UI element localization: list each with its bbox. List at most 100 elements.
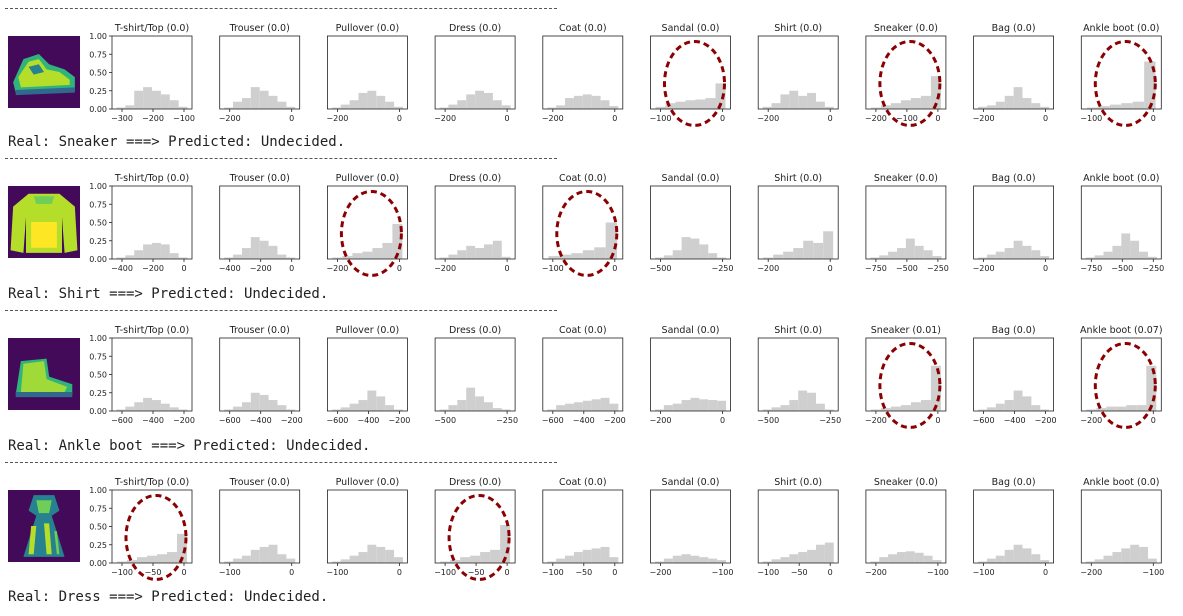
histogram-bar [1103, 555, 1113, 563]
histogram-row-shirt: T-shirt/Top (0.0) −400 −200 0 1.00 0.75 0.50 0.… [89, 173, 1164, 277]
panel-frame [326, 35, 408, 110]
histogram-bar [1031, 103, 1041, 109]
histogram-bar [147, 555, 157, 563]
histogram-bar [978, 561, 987, 563]
panel-title: Coat (0.0) [559, 23, 607, 34]
histogram-bar [699, 557, 709, 563]
x-tick-label: −100 [111, 568, 133, 577]
histogram-bar [137, 557, 147, 563]
histogram-bar [483, 244, 493, 259]
panel-frame [757, 337, 839, 412]
panel-title: Bag (0.0) [992, 23, 1036, 34]
histogram-bar [1085, 257, 1095, 259]
histogram-bar [1094, 255, 1104, 259]
x-tick-label: −600 [111, 416, 133, 425]
histogram-bar [672, 403, 682, 411]
histogram-bar [1031, 250, 1041, 259]
histogram-bar [233, 254, 242, 259]
histogram-bar [160, 244, 170, 259]
histogram-bar [591, 95, 601, 109]
panel-frame [973, 185, 1054, 260]
histogram-bar [116, 409, 126, 411]
x-tick-label: −200 [281, 416, 303, 425]
histogram-bar [547, 409, 557, 411]
x-tick-label: −200 [142, 264, 164, 273]
histogram-panel: Bag (0.0) −100 0 [973, 477, 1054, 577]
histogram-bar [1013, 240, 1023, 259]
panel-title: Sneaker (0.0) [874, 477, 938, 488]
histogram-bar [815, 544, 825, 563]
x-tick-label: −500 [650, 264, 672, 273]
histogram-panel: Sandal (0.0) −100 0 [650, 23, 731, 123]
histogram-bar [995, 251, 1005, 259]
histogram-bar [978, 257, 987, 259]
x-tick-label: −500 [1111, 264, 1133, 273]
panel-title: Pullover (0.0) [336, 173, 400, 184]
histogram-bar [914, 552, 924, 563]
histogram-bar [556, 405, 566, 411]
histogram-bar [1109, 104, 1122, 109]
x-tick-label: −200 [865, 416, 887, 425]
y-tick-label: 0.25 [89, 87, 107, 96]
histogram-bar [1040, 560, 1050, 563]
histogram-bar [250, 87, 260, 109]
histogram-bar [690, 555, 700, 563]
histogram-bar [930, 76, 941, 109]
x-tick-label: −100 [326, 568, 348, 577]
histogram-bar [492, 408, 502, 411]
panel-title: Sneaker (0.0) [874, 23, 938, 34]
row-caption: Real: Dress ===> Predicted: Undecided. [8, 589, 329, 605]
histogram-bar [277, 554, 287, 563]
histogram-bar [798, 552, 808, 563]
histogram-bar [708, 558, 718, 563]
histogram-bar [457, 250, 467, 259]
histogram-bar [582, 250, 595, 259]
histogram-bar [286, 558, 296, 563]
histogram-bar [157, 554, 167, 563]
y-tick-label: 0.75 [89, 50, 107, 59]
histogram-bar [986, 407, 996, 411]
histogram-bar [250, 549, 260, 563]
panel-title: Trouser (0.0) [229, 325, 290, 336]
panel-frame [973, 337, 1054, 412]
panel-title: Ankle boot (0.0) [1083, 173, 1159, 184]
panel-title: Sandal (0.0) [662, 173, 720, 184]
histogram-bar [376, 396, 386, 411]
histogram-bar [995, 555, 1005, 563]
x-tick-label: −50 [575, 568, 592, 577]
histogram-bar [224, 409, 234, 411]
histogram-bar [480, 552, 491, 563]
histogram-bar [923, 250, 933, 259]
panel-frame [434, 185, 516, 260]
row-caption: Real: Ankle boot ===> Predicted: Undecid… [8, 438, 371, 454]
histogram-bar [995, 101, 1005, 109]
histogram-bar [1144, 61, 1156, 109]
histogram-bar [880, 408, 891, 411]
x-tick-label: 0 [612, 114, 617, 123]
histogram-bar [654, 409, 664, 411]
histogram-bar [460, 557, 471, 563]
panel-frame [326, 489, 408, 564]
histogram-bar [392, 223, 403, 259]
histogram-bar [1040, 256, 1050, 259]
x-tick-label: −200 [173, 416, 195, 425]
histogram-bar [690, 397, 700, 411]
histogram-bar [609, 557, 619, 563]
panel-frame [434, 35, 516, 110]
histogram-bar [268, 400, 278, 411]
histogram-bar [789, 90, 799, 109]
histogram-panel: Sneaker (0.0) −750 −500 −250 [865, 173, 949, 273]
panel-title: Bag (0.0) [992, 477, 1036, 488]
histogram-bar [385, 405, 395, 411]
histogram-bar [565, 403, 574, 411]
x-tick-label: −50 [468, 568, 485, 577]
histogram-bar [143, 87, 152, 109]
histogram-bar [394, 106, 403, 109]
histogram-bar [1096, 408, 1107, 411]
histogram-bar [241, 402, 251, 411]
histogram-bar [457, 100, 467, 109]
histogram-row-ankle-boot: T-shirt/Top (0.0) −600 −400 −200 1.00 0.75 0.5… [89, 325, 1163, 429]
histogram-bar [492, 240, 502, 259]
histogram-bar [910, 98, 921, 109]
panel-title: Shirt (0.0) [774, 173, 822, 184]
